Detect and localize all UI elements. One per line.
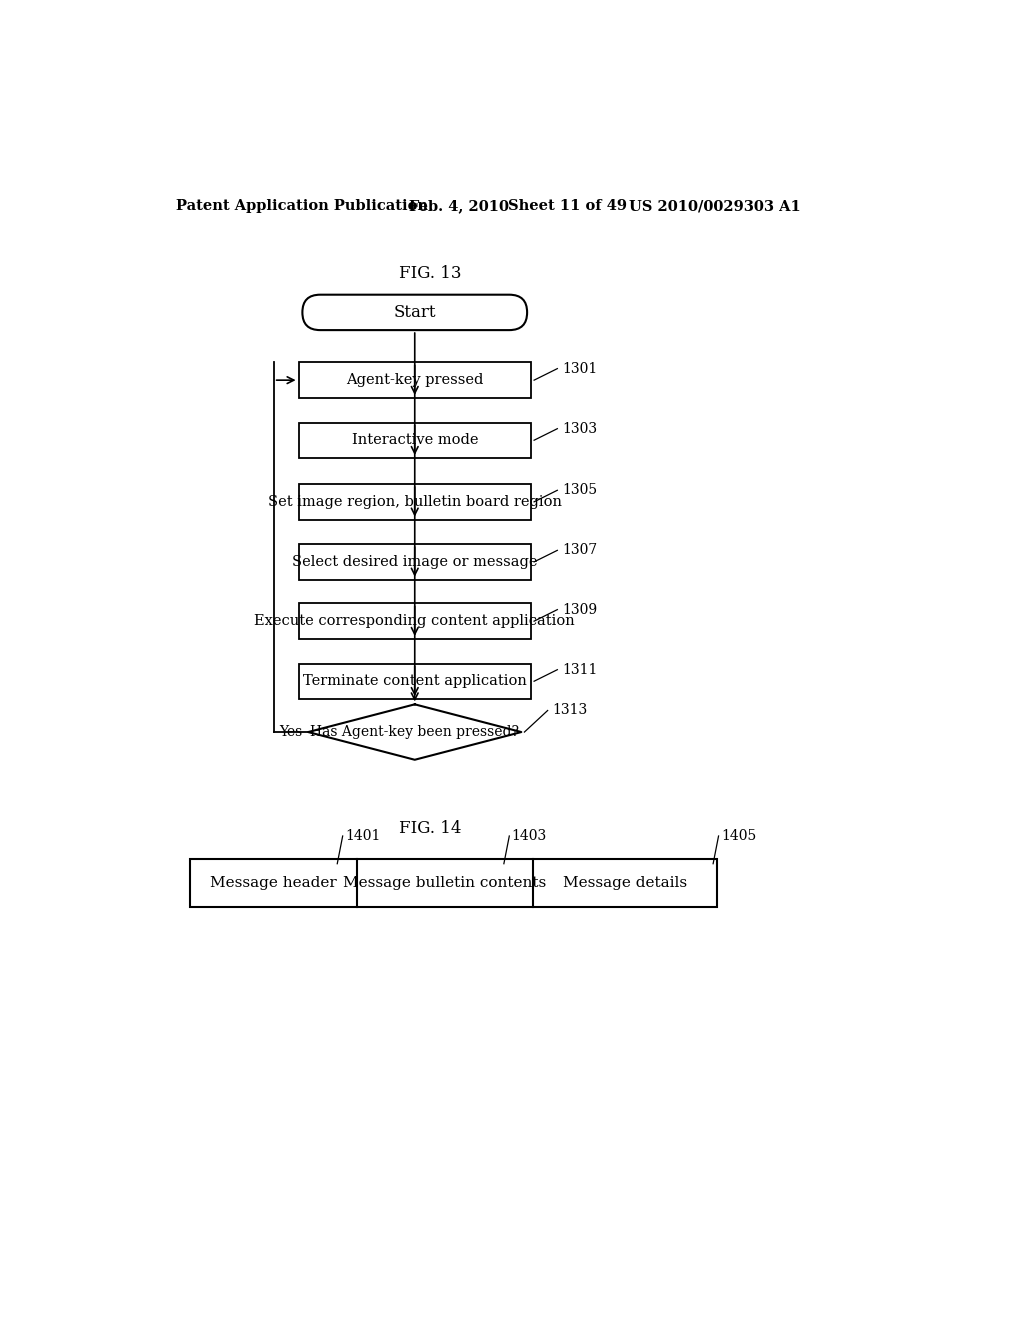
Text: Message details: Message details — [563, 876, 687, 890]
Text: Select desired image or message: Select desired image or message — [292, 554, 538, 569]
Text: FIG. 13: FIG. 13 — [399, 265, 462, 282]
Bar — [299, 544, 531, 579]
Text: Patent Application Publication: Patent Application Publication — [176, 199, 428, 213]
Text: Message bulletin contents: Message bulletin contents — [343, 876, 547, 890]
Text: 1313: 1313 — [552, 704, 588, 718]
Text: Has Agent-key been pressed?: Has Agent-key been pressed? — [310, 725, 519, 739]
Text: Execute corresponding content application: Execute corresponding content applicatio… — [254, 614, 575, 628]
Text: 1403: 1403 — [512, 829, 547, 843]
Text: Yes: Yes — [279, 725, 302, 739]
Text: 1301: 1301 — [562, 362, 597, 376]
Text: Agent-key pressed: Agent-key pressed — [346, 374, 483, 387]
Text: FIG. 14: FIG. 14 — [399, 820, 462, 837]
Bar — [299, 363, 531, 397]
Text: 1405: 1405 — [721, 829, 756, 843]
Text: 1307: 1307 — [562, 544, 597, 557]
Text: Start: Start — [393, 304, 436, 321]
Text: US 2010/0029303 A1: US 2010/0029303 A1 — [630, 199, 801, 213]
Text: 1305: 1305 — [562, 483, 597, 498]
Text: Interactive mode: Interactive mode — [351, 433, 478, 447]
Bar — [299, 484, 531, 520]
Bar — [299, 603, 531, 639]
Text: 1309: 1309 — [562, 603, 597, 616]
Text: Sheet 11 of 49: Sheet 11 of 49 — [508, 199, 627, 213]
Text: Set image region, bulletin board region: Set image region, bulletin board region — [267, 495, 562, 508]
Text: 1311: 1311 — [562, 663, 597, 677]
Text: Feb. 4, 2010: Feb. 4, 2010 — [410, 199, 509, 213]
Text: 1303: 1303 — [562, 421, 597, 436]
Text: 1401: 1401 — [345, 829, 380, 843]
Bar — [299, 422, 531, 458]
Text: Terminate content application: Terminate content application — [303, 675, 526, 688]
Bar — [190, 859, 717, 907]
Bar — [299, 664, 531, 700]
Text: Message header: Message header — [210, 876, 337, 890]
